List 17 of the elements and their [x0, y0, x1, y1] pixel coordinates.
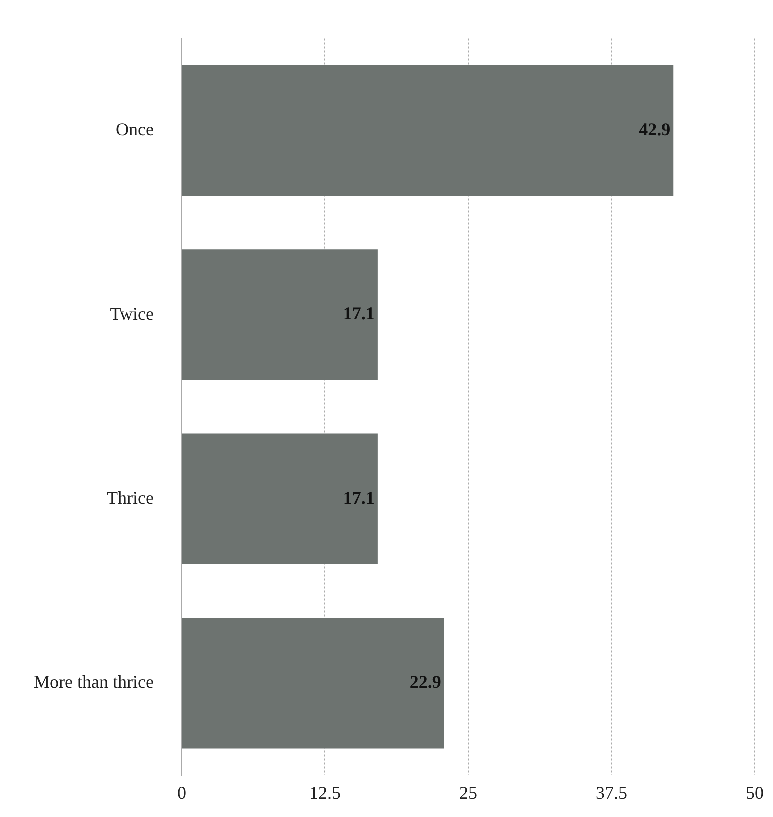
x-tick-label: 37.5	[596, 782, 628, 803]
bar	[182, 618, 444, 749]
data-label: 17.1	[343, 488, 375, 508]
x-tick-label: 12.5	[309, 782, 341, 803]
bar	[182, 434, 378, 565]
y-tick-label: Twice	[110, 304, 154, 324]
bar	[182, 66, 674, 196]
data-label: 42.9	[639, 120, 671, 140]
bar	[182, 250, 378, 380]
y-tick-label: More than thrice	[34, 672, 154, 692]
x-tick-label: 0	[177, 782, 186, 803]
x-tick-label: 50	[746, 782, 764, 803]
y-tick-label: Thrice	[106, 488, 154, 508]
data-label: 17.1	[343, 304, 375, 324]
x-tick-label: 25	[459, 782, 478, 803]
y-tick-label: Once	[116, 120, 154, 140]
data-label: 22.9	[410, 672, 442, 692]
